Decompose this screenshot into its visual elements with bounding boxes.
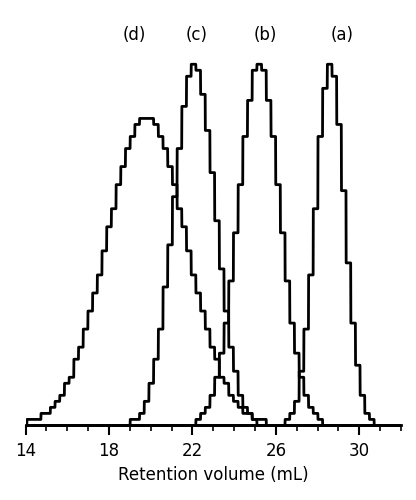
Text: (d): (d) — [122, 26, 146, 44]
X-axis label: Retention volume (mL): Retention volume (mL) — [118, 466, 309, 483]
Text: (c): (c) — [186, 26, 208, 44]
Text: (a): (a) — [331, 26, 354, 44]
Text: (b): (b) — [254, 26, 277, 44]
